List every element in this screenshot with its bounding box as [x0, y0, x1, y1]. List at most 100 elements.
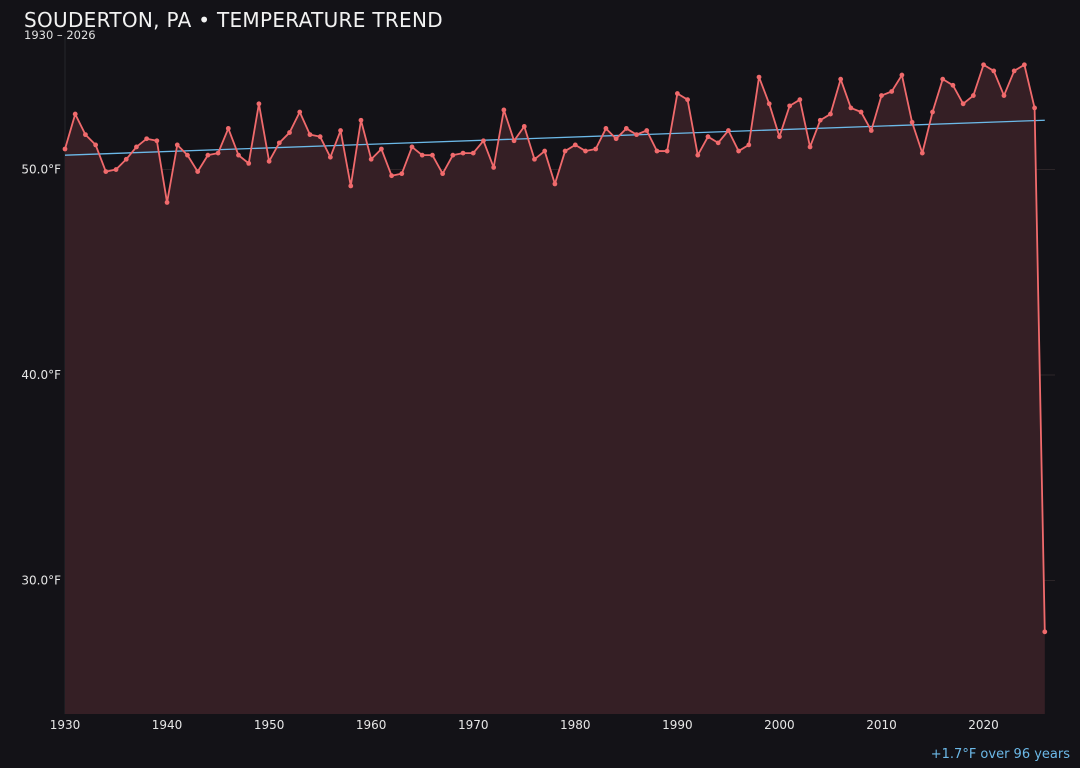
data-point [868, 128, 874, 133]
data-point [613, 136, 619, 142]
data-point [338, 128, 343, 133]
data-point [919, 150, 925, 156]
data-point [450, 152, 456, 158]
data-point [83, 132, 88, 138]
data-point [481, 138, 486, 144]
data-point [715, 140, 721, 146]
data-point [1032, 105, 1037, 111]
data-point [1011, 68, 1017, 74]
data-point [460, 150, 466, 156]
data-point [521, 124, 527, 129]
data-point [950, 82, 956, 88]
data-point [695, 152, 701, 158]
data-point [123, 156, 129, 162]
data-point [807, 144, 813, 150]
data-point [909, 119, 915, 125]
data-point [685, 97, 690, 103]
data-point [317, 134, 323, 140]
data-point [960, 101, 966, 107]
trend-line [64, 119, 1045, 156]
data-point [378, 146, 384, 152]
y-tick-label: 30.0°F [21, 573, 61, 587]
data-point [195, 169, 201, 175]
data-point [705, 134, 711, 140]
data-point [327, 154, 333, 160]
axis-labels: 30.0°F 40.0°F 50.0°F 1930 1940 1950 1960 1970 19… [21, 163, 998, 732]
data-point [409, 144, 415, 150]
data-point [154, 138, 160, 144]
data-point [501, 107, 507, 113]
data-point [430, 152, 435, 158]
data-point [572, 142, 578, 148]
data-point [583, 148, 588, 154]
data-point [664, 148, 670, 154]
data-point [991, 68, 997, 74]
data-point [889, 89, 895, 94]
data-point [185, 152, 190, 158]
x-tick-label: 2000 [764, 718, 795, 732]
x-tick-label: 1960 [356, 718, 387, 732]
data-point [276, 140, 282, 146]
data-point [174, 142, 180, 148]
x-tick-label: 1940 [152, 718, 183, 732]
data-point [144, 136, 150, 142]
data-point [858, 109, 864, 115]
data-point [389, 173, 394, 179]
x-tick-label: 1980 [560, 718, 591, 732]
data-point [654, 148, 660, 154]
data-point [603, 126, 609, 131]
data-point [134, 144, 139, 150]
data-point [674, 91, 680, 96]
series-area [65, 64, 1045, 714]
data-point [593, 146, 599, 152]
data-point [307, 132, 313, 138]
data-point [225, 126, 231, 131]
data-point [981, 62, 986, 68]
data-point [532, 156, 537, 162]
x-tick-label: 1930 [50, 718, 81, 732]
data-point [970, 93, 976, 98]
x-tick-label: 2020 [968, 718, 999, 732]
y-tick-label: 40.0°F [21, 368, 61, 382]
data-point [164, 200, 170, 205]
data-point [348, 183, 354, 189]
data-point [1042, 629, 1048, 635]
data-point [399, 171, 405, 177]
data-point [287, 130, 292, 135]
data-point [552, 181, 558, 187]
data-point [899, 72, 905, 78]
x-tick-label: 1970 [458, 718, 489, 732]
data-point [940, 76, 946, 82]
data-point [72, 111, 78, 117]
data-point [542, 148, 548, 154]
data-point [766, 101, 772, 107]
data-points [62, 62, 1048, 635]
data-point [113, 167, 119, 172]
data-point [419, 152, 425, 158]
data-point [256, 101, 262, 107]
data-point [879, 93, 884, 98]
data-point [368, 156, 374, 162]
data-point [797, 97, 803, 103]
area-fill [65, 64, 1045, 714]
data-point [777, 134, 782, 140]
data-point [297, 109, 303, 115]
data-point [215, 150, 221, 156]
data-point [644, 128, 650, 133]
data-point [246, 160, 252, 166]
data-point [756, 74, 762, 80]
data-point [440, 171, 446, 177]
trend-annotation: +1.7°F over 96 years [930, 747, 1070, 762]
data-point [562, 148, 568, 154]
data-point [266, 158, 272, 164]
data-point [1001, 93, 1007, 98]
data-point [736, 148, 742, 154]
data-point [726, 128, 731, 133]
data-point [930, 109, 935, 115]
data-point [838, 76, 844, 82]
data-point [787, 103, 793, 109]
data-point [634, 132, 639, 138]
chart-subtitle: 1930 – 2026 [24, 28, 96, 42]
data-point [236, 152, 241, 158]
